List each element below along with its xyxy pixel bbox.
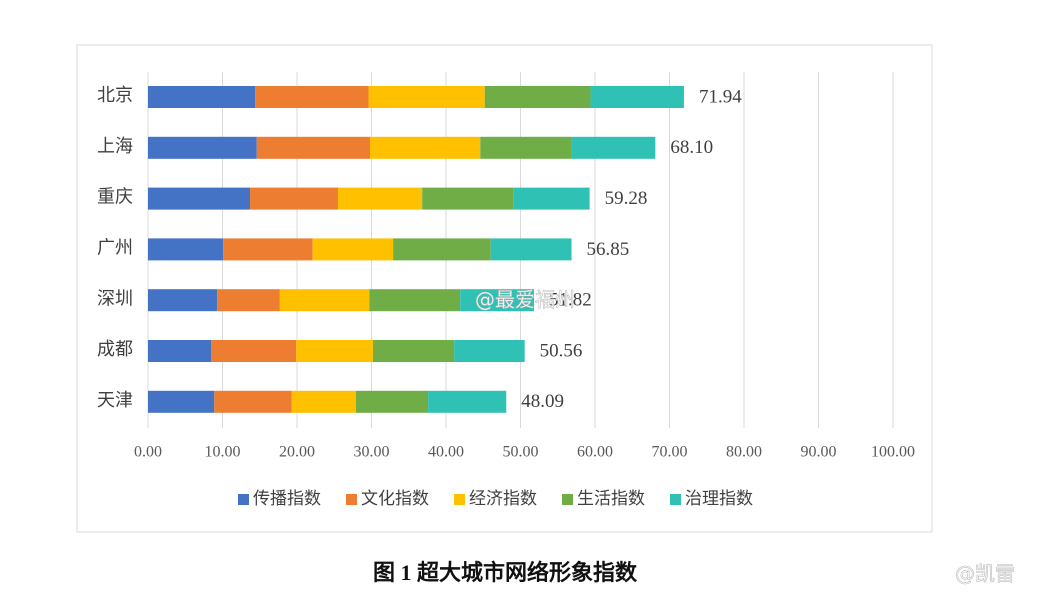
bar-segment (148, 136, 257, 159)
bar-segment (312, 238, 394, 261)
x-tick-label: 60.00 (577, 444, 613, 461)
total-label: 59.28 (605, 188, 648, 209)
bar-segment (211, 340, 297, 362)
bar-segment (590, 86, 684, 108)
bar-segment (148, 390, 215, 413)
bar-segment (369, 289, 461, 312)
bar-segment (460, 289, 535, 312)
x-tick-label: 10.00 (205, 444, 241, 461)
bar-segment (368, 86, 485, 108)
bar-segment (214, 390, 292, 413)
watermark: @最爱福州 (475, 288, 575, 312)
bar-segment (513, 187, 590, 210)
x-tick-label: 70.00 (652, 444, 688, 461)
bar-segment (148, 238, 224, 261)
total-label: 71.94 (699, 86, 742, 107)
y-tick-label: 北京 (97, 85, 133, 105)
x-tick-label: 80.00 (726, 444, 762, 461)
y-tick-label: 上海 (97, 136, 133, 156)
bar-segment (337, 187, 423, 210)
bar-segment (148, 289, 218, 312)
x-tick-label: 90.00 (801, 444, 837, 461)
bar-segment (454, 340, 525, 362)
bar-segment (355, 390, 429, 413)
x-tick-label: 30.00 (354, 444, 390, 461)
total-label: 50.56 (540, 340, 583, 361)
y-tick-label: 广州 (97, 238, 133, 258)
x-tick-label: 20.00 (279, 444, 315, 461)
bar-segment (291, 390, 356, 413)
bar-segment (148, 340, 212, 362)
x-tick-label: 40.00 (428, 444, 464, 461)
bar-segment (422, 187, 514, 210)
legend-label: 文化指数 (361, 489, 429, 508)
bar-segment (393, 238, 491, 261)
bar-segment (223, 238, 313, 261)
total-label: 68.10 (670, 137, 713, 158)
legend-label: 经济指数 (469, 489, 537, 508)
total-label: 56.85 (587, 239, 630, 260)
bar-segment (279, 289, 370, 312)
legend-swatch (670, 494, 681, 505)
watermark: @凯雷 (955, 562, 1015, 586)
bar-segment (256, 136, 371, 159)
total-label: 51.82 (549, 290, 592, 311)
legend-swatch (562, 494, 573, 505)
legend-label: 生活指数 (577, 489, 645, 508)
y-tick-label: 成都 (97, 339, 133, 359)
bar-segment (480, 136, 572, 159)
bar-segment (372, 340, 455, 362)
bar-segment (296, 340, 373, 362)
bar-segment (217, 289, 280, 312)
legend-label: 传播指数 (253, 489, 321, 508)
x-tick-label: 0.00 (134, 444, 162, 461)
legend-label: 治理指数 (685, 489, 753, 508)
total-label: 48.09 (521, 391, 564, 412)
x-tick-label: 50.00 (503, 444, 539, 461)
bar-segment (484, 86, 591, 108)
bar-segment (255, 86, 369, 108)
y-tick-label: 深圳 (97, 288, 133, 308)
chart-frame (76, 44, 933, 533)
bar-segment (490, 238, 572, 261)
bar-segment (370, 136, 481, 159)
x-tick-label: 100.00 (871, 444, 915, 461)
bar-segment (571, 136, 656, 159)
bar-segment (148, 86, 256, 108)
legend-swatch (454, 494, 465, 505)
bar-segment (428, 390, 507, 413)
legend-swatch (238, 494, 249, 505)
y-tick-label: 天津 (97, 390, 133, 410)
bar-segment (250, 187, 338, 210)
chart-title: 图 1 超大城市网络形象指数 (373, 560, 638, 585)
bar-segment (148, 187, 251, 210)
y-tick-label: 重庆 (97, 187, 133, 207)
legend-swatch (346, 494, 357, 505)
